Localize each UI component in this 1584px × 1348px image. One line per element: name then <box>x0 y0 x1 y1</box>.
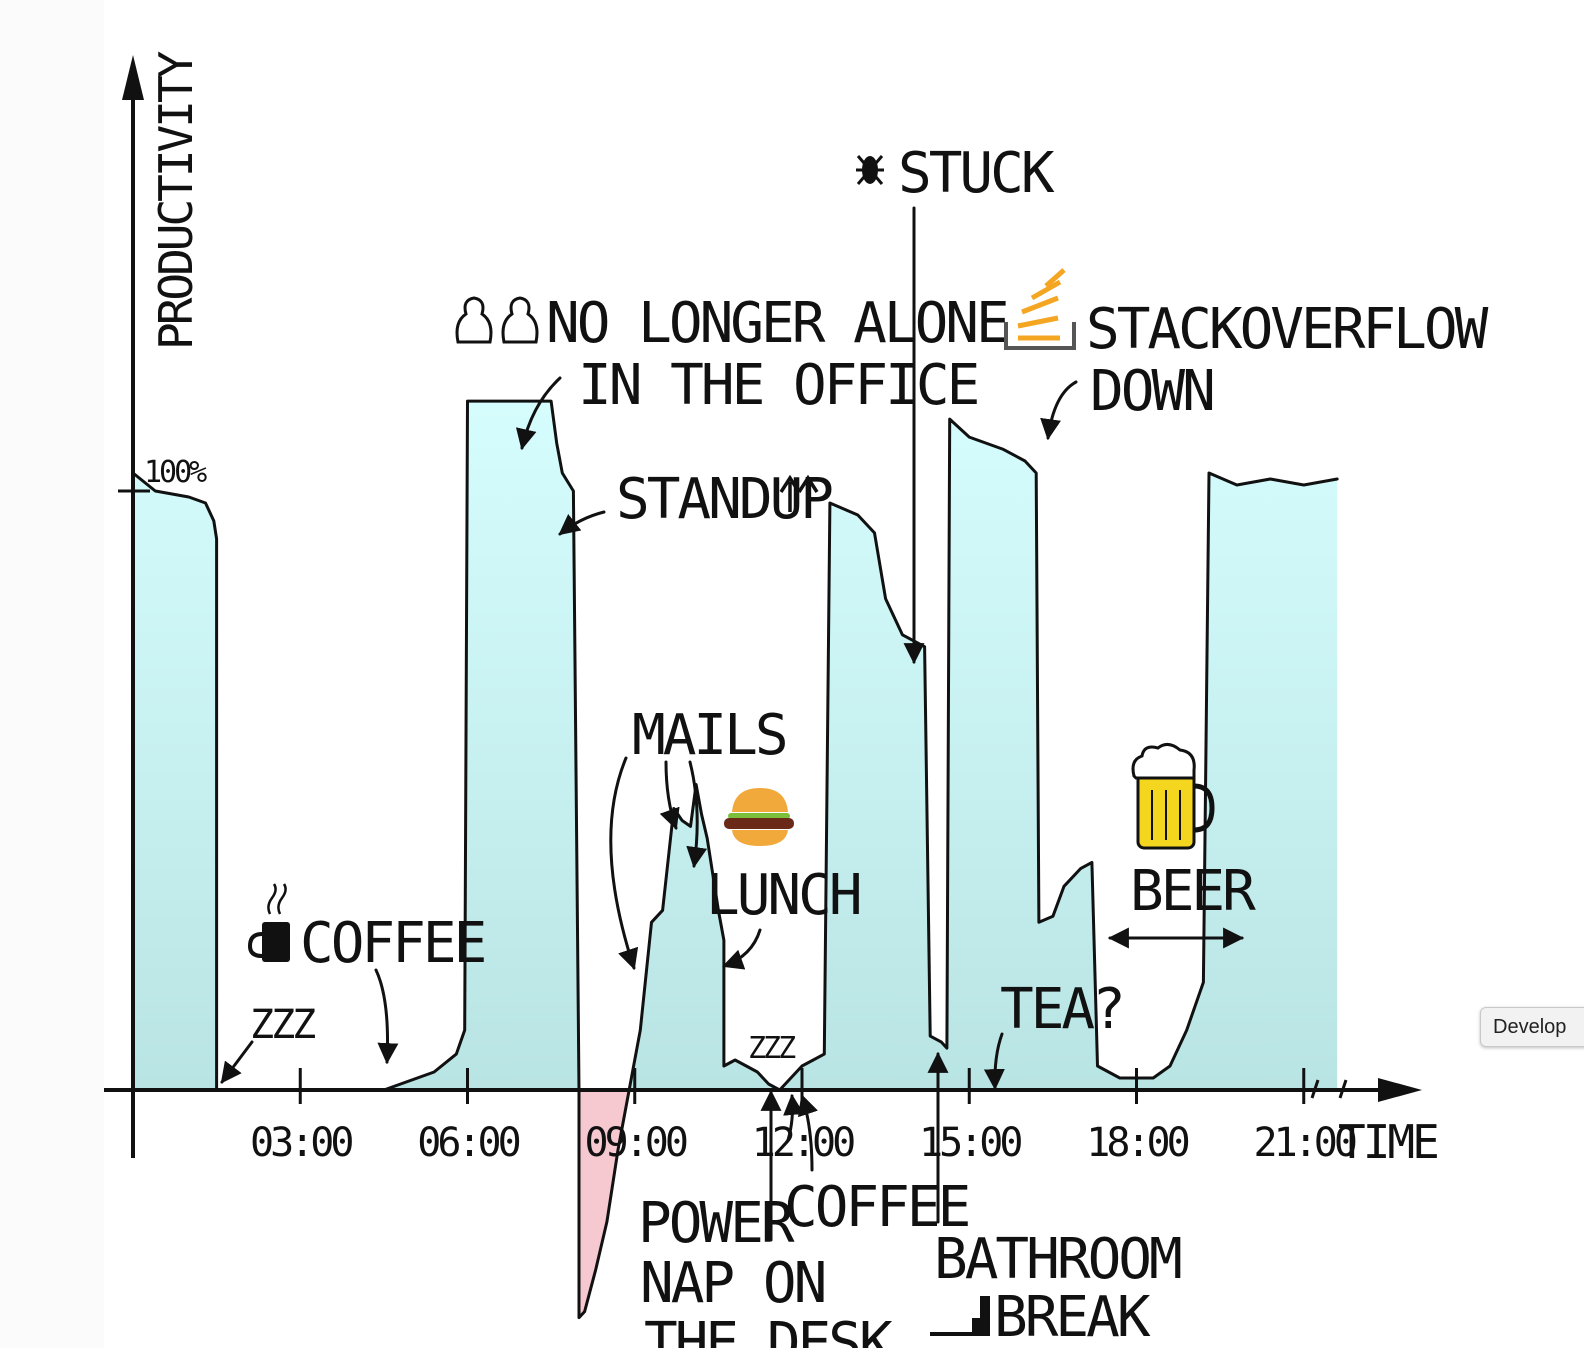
annotation-power-nap-line2: NAP ON <box>640 1251 824 1316</box>
annotation-zzz-nap: ZZZ <box>748 1031 796 1066</box>
arrow-coffee-afternoon-1 <box>783 1093 805 1142</box>
x-tick-label: 09:00 <box>585 1120 687 1166</box>
annotation-zzz-sleep: ZZZ <box>250 1002 315 1048</box>
annotation-stackoverflow-line1: STACKOVERFLOW <box>1086 297 1489 362</box>
y-axis-label: PRODUCTIVITY <box>149 51 203 350</box>
arrow-coffee-morning <box>374 968 399 1065</box>
area-group <box>131 399 1339 1320</box>
burger-icon <box>724 788 794 846</box>
x-tick-label: 18:00 <box>1086 1120 1188 1166</box>
annotation-bathroom-line2: BREAK <box>994 1285 1151 1348</box>
series-line <box>131 399 1339 1320</box>
arrow-standup <box>558 510 606 536</box>
arrow-tea <box>983 1032 1005 1091</box>
arrow-mails-1 <box>609 756 639 970</box>
toilet-icon <box>930 1296 990 1336</box>
annotation-coffee-morning: COFFEE <box>300 911 485 976</box>
arrow-stackoverflow <box>1040 380 1078 441</box>
annotation-standup: STANDUP <box>616 467 832 532</box>
arrow-zzz-sleep <box>220 1040 254 1084</box>
stackoverflow-icon <box>1004 268 1076 350</box>
annotation-stackoverflow-line2: DOWN <box>1090 359 1213 424</box>
annotation-tea: TEA? <box>1000 977 1123 1042</box>
x-axis-label: TIME <box>1338 1115 1437 1169</box>
standup-arrows-icon <box>779 474 819 512</box>
annotation-lunch: LUNCH <box>706 863 860 928</box>
y-ref-label: 100% <box>144 455 207 490</box>
page-left-gutter <box>0 0 104 1348</box>
y-axis-arrow <box>122 55 144 100</box>
x-tick-label: 06:00 <box>417 1120 519 1166</box>
annotation-bathroom-line1: BATHROOM <box>934 1227 1181 1292</box>
annotations: ZZZ COFFEE NO LONGER ALONE IN THE OFFICE… <box>220 141 1492 1348</box>
annotation-beer: BEER <box>1130 859 1256 924</box>
arrow-mails-3 <box>686 760 708 869</box>
beer-mug-icon <box>1131 743 1215 850</box>
annotation-no-longer-alone-line2: IN THE OFFICE <box>578 353 978 418</box>
x-axis-break <box>1310 1079 1348 1099</box>
arrow-lunch <box>722 928 762 970</box>
annotation-stuck: STUCK <box>898 141 1055 206</box>
coffee-cup-icon <box>247 883 290 962</box>
annotation-no-longer-alone-line1: NO LONGER ALONE <box>546 291 1007 356</box>
annotation-power-nap-line3: THE DESK <box>644 1311 893 1348</box>
arrow-coffee-afternoon-2 <box>798 1094 818 1172</box>
x-tick-label: 15:00 <box>919 1120 1021 1166</box>
people-icon <box>455 296 539 344</box>
x-axis-arrow <box>1378 1078 1422 1102</box>
arrow-mails-2 <box>659 760 680 830</box>
annotation-coffee-afternoon: COFFEE <box>784 1175 969 1240</box>
arrow-no-longer-alone <box>515 376 562 451</box>
x-tick-label: 12:00 <box>752 1120 854 1166</box>
annotation-mails: MAILS <box>632 703 786 768</box>
x-tick-label: 21:00 <box>1254 1120 1356 1166</box>
developer-tooltip: Develop <box>1480 1007 1584 1047</box>
x-tick-label: 03:00 <box>250 1120 352 1166</box>
bug-icon <box>856 155 884 185</box>
